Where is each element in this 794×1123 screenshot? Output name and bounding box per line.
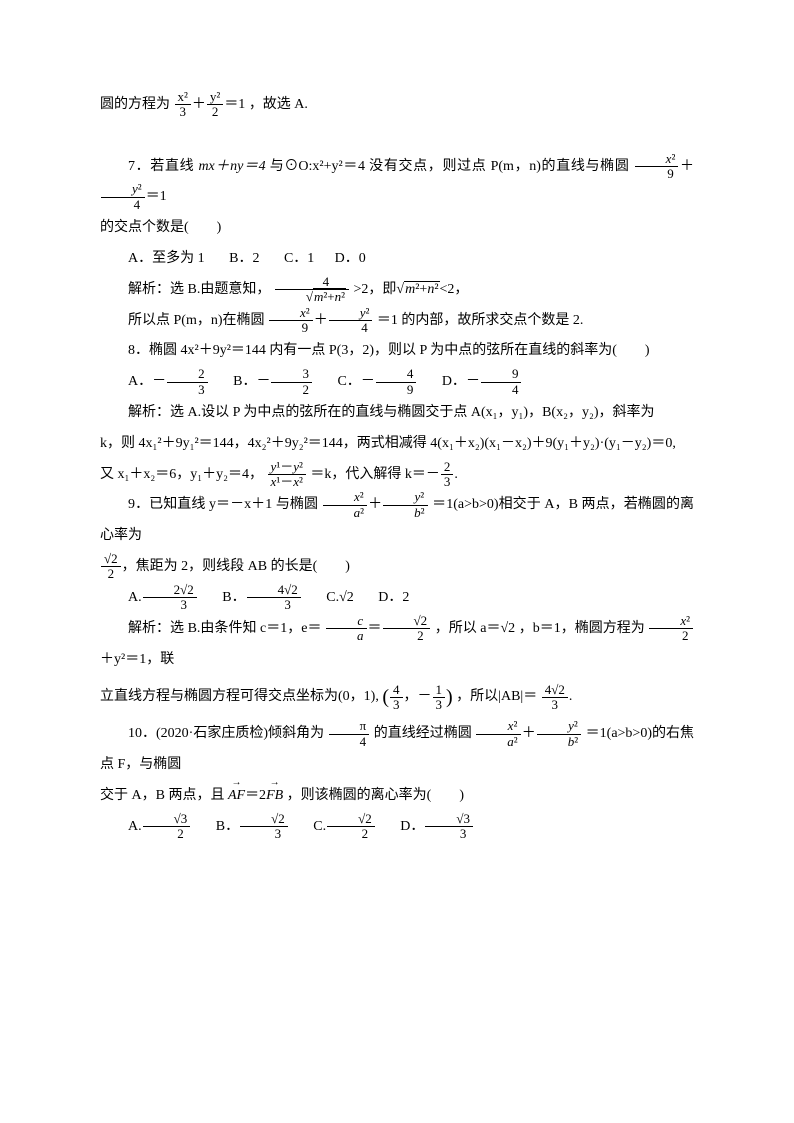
frac-c-a: ca (326, 614, 367, 644)
intro-pre: 圆的方程为 (100, 97, 170, 112)
frac-pi-4: π4 (329, 719, 370, 749)
frac-sqrt2-2c: √22 (327, 812, 375, 842)
frac-x2-2: x²2 (649, 614, 693, 644)
q7-optC: C．1 (284, 251, 314, 266)
q9-optD: D．2 (378, 590, 409, 605)
q9-optA: A. (128, 590, 142, 605)
q8-optB: B． (233, 374, 256, 389)
frac-4-sqrt: 4√m²+n² (275, 275, 349, 305)
q9-optC: C. (326, 590, 339, 605)
q10-optB: B． (216, 819, 239, 834)
q7-stem: 7．若直线 mx＋ny＝4 与⊙O:x²+y²＝4 没有交点，则过点 P(m，n… (100, 152, 694, 214)
frac-y2-4: y²4 (101, 182, 145, 212)
q8-sol-2: k，则 4x₁²＋9y₁²＝144，4x₂²＋9y₂²＝144，两式相减得 4(… (100, 429, 694, 460)
frac-sqrt2-2: √22 (101, 552, 121, 582)
q8-sol-3: 又 x₁＋x₂＝6，y₁＋y₂＝4， y¹－y²x¹－x² ＝k，代入解得 k＝… (100, 460, 694, 491)
q9-sol-e: 立直线方程与椭圆方程可得交点坐标为(0，1), (100, 690, 379, 705)
frac-y2-b2: y²b² (383, 490, 427, 520)
frac-1-3: 13 (433, 683, 446, 713)
q8-stem: 8．椭圆 4x²＋9y²＝144 内有一点 P(3，2)，则以 P 为中点的弦所… (100, 336, 694, 367)
q9-optB: B． (222, 590, 245, 605)
frac-x2-9: x²9 (635, 152, 679, 182)
q8-options: A．－23 B．－32 C．－49 D．－94 (100, 367, 694, 398)
q7-sol-a: 解析：选 B.由题意知， (128, 282, 270, 297)
q10-stem-d: 交于 A，B 两点，且 (100, 788, 224, 803)
q8-sol-d: ＝k，代入解得 k＝ (310, 467, 426, 482)
frac-y2-2: y²2 (207, 90, 223, 120)
frac-y2-b2b: y²b² (537, 719, 581, 749)
frac-sqrt2-3: √23 (240, 812, 288, 842)
q10-stem: 10．(2020·石家庄质检)倾斜角为 π4 的直线经过椭圆 x²a²＋y²b²… (100, 719, 694, 781)
q9-sol-2: 立直线方程与椭圆方程可得交点坐标为(0，1), (43，－13) ，所以|AB|… (100, 675, 694, 719)
vec-af: AF (228, 781, 245, 812)
q7-sol-c: <2， (440, 282, 469, 297)
q9-stem: 9．已知直线 y＝－x＋1 与椭圆 x²a²＋y²b² ＝1(a>b>0)相交于… (100, 490, 694, 552)
frac-x2-a2b: x²a² (476, 719, 520, 749)
q10-vec-eq: ＝2 (245, 788, 266, 803)
frac-x2-9b: x²9 (269, 306, 313, 336)
frac-9-4: 94 (481, 367, 522, 397)
frac-2-3b: 23 (441, 460, 454, 490)
q7-line-eq: mx＋ny＝4 (198, 159, 265, 174)
frac-y2-4b: y²4 (329, 306, 373, 336)
q7-sol-2: 所以点 P(m，n)在椭圆 x²9＋y²4 ＝1 的内部，故所求交点个数是 2. (100, 306, 694, 337)
q7-optA: A．至多为 1 (128, 251, 205, 266)
q10-stem-2: 交于 A，B 两点，且 AF＝2FB ，则该椭圆的离心率为( ) (100, 781, 694, 812)
frac-2sqrt2-3: 2√23 (143, 583, 197, 613)
q10-stem-a: 10．(2020·石家庄质检)倾斜角为 (128, 726, 324, 741)
q9-options: A.2√23 B．4√23 C.√2 D．2 (100, 583, 694, 614)
q7-sol-d: 所以点 P(m，n)在椭圆 (128, 313, 265, 328)
q9-sqrt2b: √2 (500, 621, 515, 636)
frac-3-2: 32 (271, 367, 312, 397)
q7-options: A．至多为 1 B．2 C．1 D．0 (100, 244, 694, 275)
q9-sol-b: ，所以 a＝ (435, 621, 501, 636)
frac-4-3: 43 (390, 683, 403, 713)
q9-sqrt2: √2 (339, 590, 354, 605)
q8-sol-1: 解析：选 A.设以 P 为中点的弦所在的直线与椭圆交于点 A(x₁，y₁)，B(… (100, 398, 694, 429)
q7-stem-b: 与⊙O:x²+y²＝4 没有交点，则过点 P(m，n)的直线与椭圆 (266, 159, 630, 174)
q9-stem-c: ，焦距为 2，则线段 AB 的长是( ) (122, 559, 350, 574)
q10-optD: D． (400, 819, 424, 834)
q10-stem-e: ，则该椭圆的离心率为( ) (287, 788, 464, 803)
q9-stem-a: 9．已知直线 y＝－x＋1 与椭圆 (128, 497, 318, 512)
q7-sol-e: ＝1 的内部，故所求交点个数是 2. (377, 313, 584, 328)
q9-sol-c: ，b＝1，椭圆方程为 (519, 621, 645, 636)
q7-stem-a: 7．若直线 (128, 159, 198, 174)
intro-post: ，故选 A. (249, 97, 308, 112)
q9-sol-a: 解析：选 B.由条件知 c＝1，e＝ (128, 621, 321, 636)
q8-optD: D． (442, 374, 466, 389)
vec-fb: FB (266, 781, 283, 812)
q8-optA: A． (128, 374, 152, 389)
q8-sol-c: 又 x₁＋x₂＝6，y₁＋y₂＝4， (100, 467, 263, 482)
frac-dy-dx: y¹－y²x¹－x² (268, 460, 306, 490)
q10-optA: A. (128, 819, 142, 834)
intro-line: 圆的方程为 x²3＋y²2＝1 ，故选 A. (100, 90, 694, 121)
frac-sqrt2-2b: √22 (383, 614, 431, 644)
q7-optB: B．2 (229, 251, 259, 266)
frac-2-3: 23 (167, 367, 208, 397)
q8-optC: C． (337, 374, 360, 389)
q7-sol-b: >2，即 (354, 282, 397, 297)
page: 圆的方程为 x²3＋y²2＝1 ，故选 A. 7．若直线 mx＋ny＝4 与⊙O… (0, 0, 794, 1123)
frac-x2-3: x²3 (175, 90, 191, 120)
q10-options: A.√32 B．√23 C.√22 D．√33 (100, 812, 694, 843)
q9-stem-tail: √22，焦距为 2，则线段 AB 的长是( ) (100, 552, 694, 583)
q10-optC: C. (313, 819, 326, 834)
q7-stem-tail: 的交点个数是( ) (100, 213, 694, 244)
frac-sqrt3-2: √32 (143, 812, 191, 842)
frac-x2-a2: x²a² (323, 490, 367, 520)
q7-optD: D．0 (335, 251, 366, 266)
frac-4-9: 49 (376, 367, 417, 397)
q7-sol-1: 解析：选 B.由题意知， 4√m²+n² >2，即√m²+n²<2， (100, 275, 694, 306)
frac-4sqrt2-3b: 4√23 (542, 683, 568, 713)
frac-4sqrt2-3: 4√23 (247, 583, 301, 613)
q10-stem-b: 的直线经过椭圆 (374, 726, 472, 741)
q9-sol-1: 解析：选 B.由条件知 c＝1，e＝ ca＝√22 ，所以 a＝√2 ，b＝1，… (100, 614, 694, 676)
q9-sol-d: ＋y²＝1，联 (100, 652, 174, 667)
frac-sqrt3-3: √33 (425, 812, 473, 842)
q9-sol-f: ，所以|AB|＝ (456, 690, 537, 705)
